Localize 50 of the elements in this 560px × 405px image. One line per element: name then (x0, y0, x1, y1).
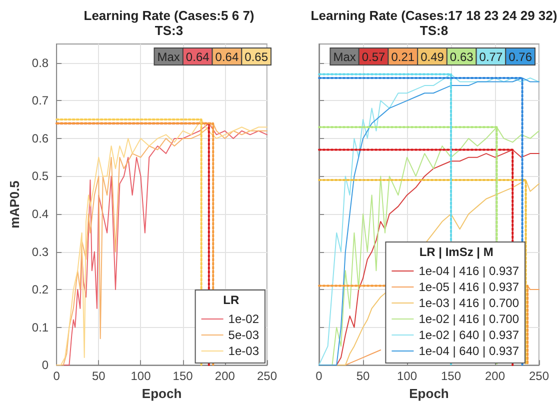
x-tick-label: 250 (256, 369, 278, 384)
legend-label: 1e-02 (228, 312, 260, 326)
x-axis-title: Epoch (142, 386, 182, 401)
y-tick-label: 0.3 (32, 244, 49, 259)
legend-label: 1e-05 | 416 | 0.937 (418, 280, 520, 294)
x-tick-label: 150 (440, 369, 462, 384)
x-tick-label: 50 (356, 369, 370, 384)
annotation: 0.63 (450, 50, 474, 64)
x-tick-label: 50 (92, 369, 106, 384)
chart-subtitle: TS:3 (154, 23, 184, 38)
y-axis-title: mAP0.5 (7, 180, 22, 228)
x-axis-title: Epoch (409, 386, 449, 401)
annotation: 0.57 (362, 50, 386, 64)
annotation: 0.65 (244, 50, 268, 64)
x-tick-label: 0 (316, 369, 323, 384)
annotation: 0.77 (479, 50, 503, 64)
legend-title: LR | ImSz | M (419, 245, 494, 259)
legend-label: 1e-02 | 416 | 0.700 (418, 312, 520, 326)
x-tick-label: 200 (214, 369, 236, 384)
legend-label: 5e-03 (228, 328, 260, 342)
x-tick-label: 0 (53, 369, 60, 384)
chart-title: Learning Rate (Cases:17 18 23 24 29 32) (310, 8, 558, 23)
legend-label: 1e-04 | 416 | 0.937 (418, 264, 520, 278)
annotation: 0.64 (186, 50, 210, 64)
x-tick-label: 200 (484, 369, 506, 384)
annotation: Max (333, 50, 356, 64)
y-tick-label: 0.2 (32, 282, 49, 297)
chart-subtitle: TS:8 (420, 23, 448, 38)
y-tick-label: 0.8 (32, 56, 49, 70)
y-tick-label: 0.1 (32, 320, 49, 334)
annotation: 0.49 (420, 50, 444, 64)
y-tick-label: 0.5 (32, 169, 49, 184)
y-tick-label: 0.6 (32, 131, 49, 146)
x-tick-label: 250 (528, 369, 550, 384)
legend-label: 1e-03 (228, 344, 260, 358)
annotation: 0.76 (508, 50, 532, 64)
chart-title: Learning Rate (Cases:5 6 7) (84, 8, 254, 23)
annotation: 0.21 (391, 50, 415, 64)
x-tick-label: 100 (130, 369, 152, 384)
annotation: 0.64 (215, 50, 239, 64)
x-tick-label: 100 (396, 369, 418, 384)
y-tick-label: 0.4 (32, 206, 49, 221)
x-tick-label: 150 (172, 369, 194, 384)
legend-title: LR (223, 293, 240, 307)
y-tick-label: 0 (42, 358, 49, 372)
legend-label: 1e-03 | 416 | 0.700 (418, 296, 520, 310)
legend-label: 1e-04 | 640 | 0.937 (418, 344, 520, 358)
annotation: Max (157, 50, 180, 64)
y-tick-label: 0.7 (32, 94, 49, 108)
legend-label: 1e-02 | 640 | 0.937 (418, 328, 520, 342)
